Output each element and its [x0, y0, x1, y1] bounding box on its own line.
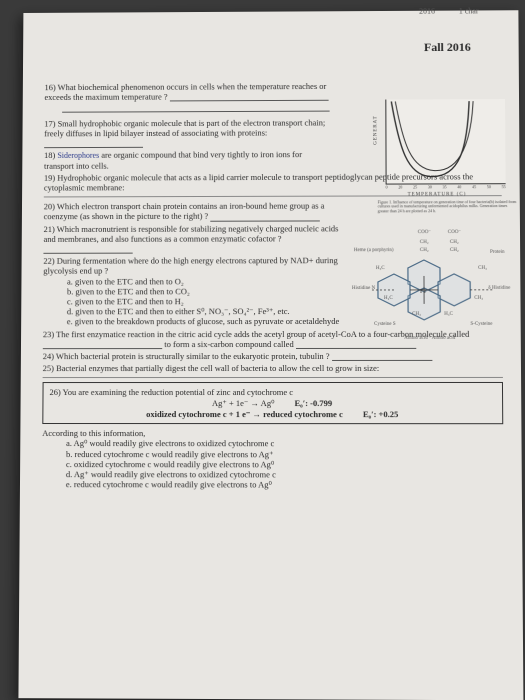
question-23: 23) The first enzymatice reaction in the… [43, 328, 503, 349]
q18-pre: 18) [44, 150, 57, 160]
question-17: 17) Small hydrophobic organic molecule t… [44, 117, 332, 148]
q17-text: 17) Small hydrophobic organic molecule t… [44, 117, 325, 138]
divider-2 [43, 377, 503, 378]
lbl-protein: Protein [490, 250, 505, 256]
fig1-caption: Figure 1. Influence of temperature on ge… [378, 200, 518, 213]
lbl-ch2a: CH₂ [420, 240, 429, 246]
q21-blank[interactable] [43, 245, 132, 254]
question-20: 20) Which electron transport chain prote… [44, 201, 342, 222]
q21-text: 21) Which macronutrient is responsible f… [44, 223, 339, 244]
lbl-ch3b: CH₃ [474, 296, 483, 302]
q26-eq1: Ag⁺ + 1e⁻ → Ag⁰ [212, 398, 275, 409]
q24-text: 24) Which bacterial protein is structura… [43, 351, 330, 361]
lbl-ch3a: CH₃ [478, 266, 487, 272]
q26-eq2: oxidized cytochrome c + 1 e⁻ → reduced c… [146, 409, 343, 420]
lbl-hist: δ Histidine [488, 286, 510, 292]
q22-text: 22) During fermentation where do the hig… [43, 255, 338, 276]
question-25: 25) Bacterial enzymes that partially dig… [43, 363, 503, 373]
q26-opt-b[interactable]: b. reduced cytochrome c would readily gi… [42, 449, 503, 460]
question-24: 24) Which bacterial protein is structura… [43, 351, 503, 361]
fig1-xlabel: TEMPERATURE (C) [408, 192, 467, 198]
q26-opt-e[interactable]: e. reduced cytochrome c would readily gi… [42, 479, 504, 490]
q22-opt-e[interactable]: e. given to the breakdown products of gl… [43, 316, 483, 327]
question-18: 18) Siderophores are organic compound th… [44, 149, 332, 170]
scrap-year: 2016 [419, 7, 435, 16]
q19-text: 19) Hydrophobic organic molecule that ac… [44, 171, 473, 192]
q22-opt-b[interactable]: b. given to the ETC and then to CO₂ [43, 286, 342, 297]
fe-label: Fe [420, 289, 426, 295]
q26-opt-d[interactable]: d. Ag⁺ would readily give electrons to o… [42, 469, 504, 480]
lbl-h2c: H₂C [384, 296, 393, 302]
question-21: 21) Which macronutrient is responsible f… [43, 223, 341, 254]
q22-opt-d[interactable]: d. given to the ETC and then to either S… [43, 306, 342, 317]
page-scrap: 2016 1 char [419, 7, 479, 17]
question-22: 22) During fermentation where do the hig… [43, 255, 342, 326]
question-19: 19) Hydrophobic organic molecule that ac… [44, 171, 502, 193]
q24-blank[interactable] [332, 352, 432, 361]
exam-page: 2016 1 char Fall 2016 GENERAT 0 20 25 30… [18, 10, 523, 700]
q26-eq2-val: E₀′: +0.25 [363, 409, 399, 420]
scrap-char: 1 char [459, 7, 479, 16]
q17-blank[interactable] [44, 139, 143, 148]
figure-temperature-curve: GENERAT 0 20 25 30 35 40 45 50 55 TEMPER… [371, 95, 513, 212]
q26-lead: According to this information, [42, 428, 503, 438]
q23-blank1[interactable] [43, 340, 162, 349]
q26-opt-c[interactable]: c. oxidized cytochrome c would readily g… [42, 459, 504, 470]
q20-blank[interactable] [210, 212, 320, 221]
q23-mid: to form a six-carbon compound called [162, 339, 296, 349]
lbl-coo1: COO⁻ [418, 230, 431, 236]
lbl-heme: Heme (a porphyrin) [354, 248, 394, 254]
lbl-histN: Histidine N [352, 286, 375, 292]
question-26-box: 26) You are examining the reduction pote… [42, 382, 503, 424]
q26-eq1-val: E₀′: -0.799 [295, 398, 333, 409]
lbl-coo2: COO⁻ [448, 230, 461, 236]
xtick: 55 [502, 184, 506, 189]
q26-opt-a[interactable]: a. Ag⁰ would readily give electrons to o… [42, 438, 503, 449]
q16-blank2[interactable] [62, 102, 329, 112]
q22-opt-a[interactable]: a. given to the ETC and then to O₂ [43, 276, 342, 287]
q25-text: 25) Bacterial enzymes that partially dig… [43, 363, 380, 373]
q23-pre: 23) The first enzymatice reaction in the… [43, 328, 469, 338]
q22-opt-c[interactable]: c. given to the ETC and then to H₂ [43, 296, 342, 307]
q26-intro: 26) You are examining the reduction pote… [49, 387, 496, 398]
q23-blank2[interactable] [296, 340, 416, 349]
lbl-ch2b: CH₂ [450, 240, 459, 246]
fig1-ylabel: GENERAT [373, 115, 379, 144]
q18-handwritten: Siderophores [57, 151, 99, 160]
question-26-options: According to this information, a. Ag⁰ wo… [42, 428, 504, 490]
lbl-ch2d: CH₂ [450, 248, 459, 254]
q16-blank[interactable] [170, 92, 329, 102]
lbl-ch2c: CH₂ [420, 248, 429, 254]
page-title: Fall 2016 [45, 40, 471, 57]
question-16: 16) What biochemical phenomenon occurs i… [44, 81, 341, 112]
lbl-h3c1: H₃C [376, 266, 385, 272]
